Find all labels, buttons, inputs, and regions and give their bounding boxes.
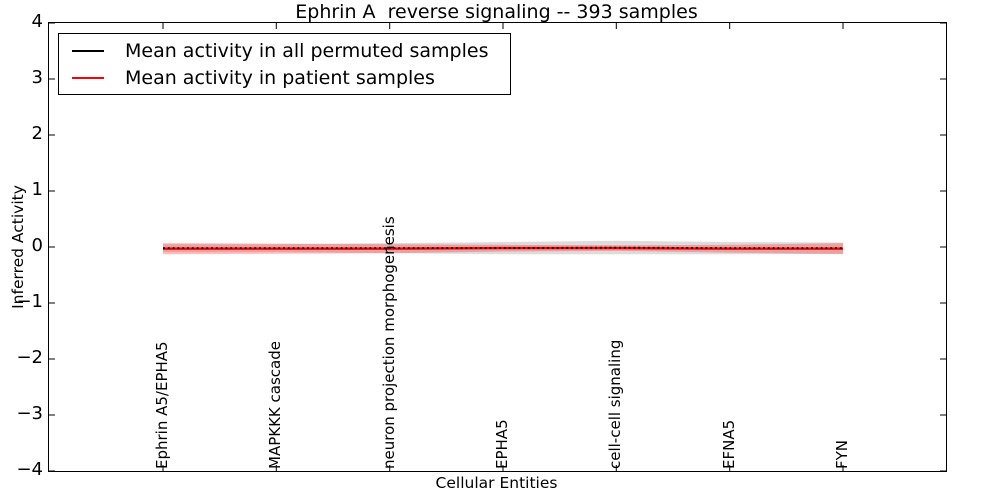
y-tick-label: −2 (16, 347, 43, 368)
y-tick-label: 3 (31, 67, 43, 88)
legend-item-patient: Mean activity in patient samples (59, 64, 510, 91)
x-category-label: cell-cell signaling (606, 339, 625, 469)
x-axis-label: Cellular Entities (435, 474, 558, 492)
legend-line-swatch-permuted (72, 49, 104, 52)
chart-title: Ephrin A reverse signaling -- 393 sample… (295, 1, 698, 23)
y-tick-label: 1 (31, 179, 43, 200)
x-category-label: neuron projection morphogenesis (379, 216, 398, 469)
legend-label-patient: Mean activity in patient samples (125, 66, 435, 89)
y-tick-label: −3 (16, 403, 43, 424)
x-category-label: MAPKKK cascade (266, 341, 285, 469)
y-tick-label: 4 (31, 11, 43, 32)
y-tick-label: 2 (31, 123, 43, 144)
x-category-label: Ephrin A5/EPHA5 (153, 341, 171, 469)
plot-svg (49, 23, 946, 471)
x-category-label: FYN (833, 439, 851, 469)
x-category-label: EPHA5 (493, 419, 511, 469)
x-category-label: EFNA5 (719, 419, 738, 469)
legend: Mean activity in all permuted samples Me… (58, 33, 511, 95)
line-permuted (163, 246, 843, 250)
legend-label-permuted: Mean activity in all permuted samples (125, 39, 489, 62)
y-tick-label: 0 (31, 235, 43, 256)
y-tick-label: −1 (16, 291, 43, 312)
plot-area (48, 22, 947, 472)
legend-item-permuted: Mean activity in all permuted samples (59, 37, 510, 64)
y-tick-label: −4 (16, 459, 43, 480)
legend-line-swatch-patient (72, 76, 104, 79)
